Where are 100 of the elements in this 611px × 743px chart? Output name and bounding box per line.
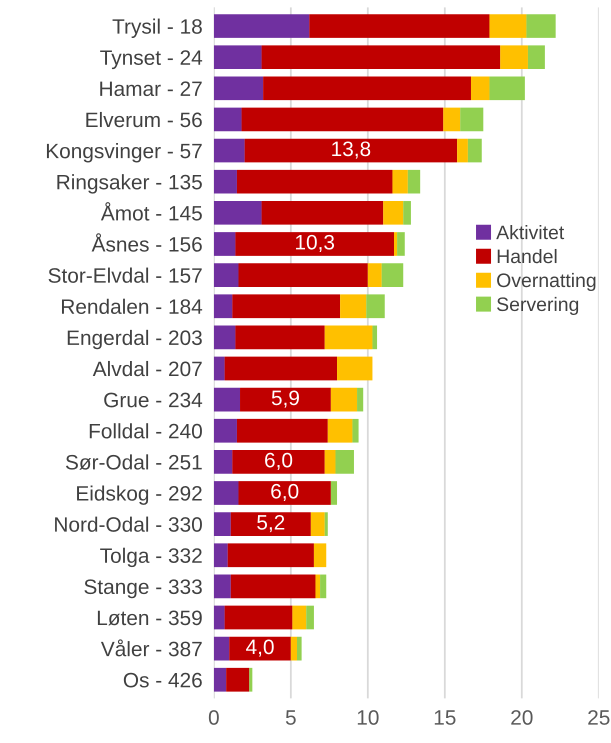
legend-label: Servering [497, 296, 578, 316]
y-tick-label: Tolga - 332 [100, 548, 202, 568]
bar [242, 108, 444, 132]
bar [470, 76, 490, 100]
bar [335, 450, 354, 474]
bar [214, 356, 225, 380]
y-tick-label: Åmot - 145 [100, 202, 202, 221]
bar [263, 76, 471, 100]
data-label: 6,0 [265, 452, 292, 470]
bar [214, 606, 225, 630]
bar [232, 450, 325, 474]
bar [330, 388, 358, 412]
bar [214, 170, 237, 194]
y-tick-label: Grue - 234 [104, 392, 202, 408]
bar [230, 512, 311, 536]
x-tick-label: 0 [208, 710, 219, 725]
y-tick-label: Ringsaker - 135 [57, 174, 202, 194]
bar [214, 418, 237, 443]
bar [235, 326, 325, 350]
y-tick-label: Eidskog - 292 [77, 485, 202, 505]
bar [224, 606, 292, 630]
y-tick-label: Hamar - 27 [100, 81, 202, 96]
y-tick-label: Åsnes - 156 [92, 233, 202, 252]
bar [489, 76, 525, 100]
bar [214, 512, 231, 536]
bar [214, 14, 310, 38]
x-tick-label: 20 [511, 710, 533, 725]
bar [324, 450, 336, 474]
bar [315, 574, 320, 598]
y-tick-label: Alvdal - 207 [92, 360, 202, 376]
bar [232, 294, 340, 318]
bar [306, 606, 314, 630]
y-tick-label: Trysil - 18 [112, 18, 202, 38]
bar [214, 636, 230, 660]
data-label: 10,3 [296, 234, 334, 252]
legend-label: Handel [498, 248, 556, 264]
bar [214, 450, 232, 474]
y-tick-label: Folldal - 240 [90, 423, 202, 438]
bar [230, 574, 316, 598]
y-tick-label: Sør-Odal - 251 [66, 454, 202, 470]
y-tick-label: Tynset - 24 [100, 50, 202, 70]
bar [229, 636, 291, 660]
bar [214, 45, 262, 70]
y-tick-label: Nord-Odal - 330 [55, 516, 202, 532]
bar [214, 232, 236, 256]
data-label: 13,8 [332, 141, 370, 159]
legend-label: Aktivitet [496, 225, 564, 240]
bar [214, 326, 236, 350]
x-tick-label: 15 [434, 710, 456, 725]
bar [214, 481, 238, 505]
bar [238, 481, 331, 505]
bar [236, 170, 392, 194]
bar [324, 512, 328, 536]
data-label: 5,2 [257, 514, 284, 532]
bar [214, 76, 264, 100]
bar [296, 636, 302, 660]
bar [214, 543, 228, 568]
x-tick-label: 25 [588, 710, 610, 725]
bar [214, 668, 226, 692]
bar [292, 606, 306, 630]
bar [528, 45, 545, 70]
bar [310, 512, 325, 536]
bar [226, 668, 250, 692]
y-tick-label: Våler - 387 [100, 639, 202, 656]
bar [249, 668, 252, 692]
bar [500, 45, 528, 70]
bar [238, 263, 368, 287]
bar [337, 356, 372, 380]
y-tick-label: Engerdal - 203 [68, 330, 202, 350]
bar [240, 388, 331, 412]
x-tick-label: 10 [358, 710, 379, 725]
bar [214, 138, 245, 162]
bar [320, 574, 326, 598]
bar [214, 201, 262, 225]
y-tick-label: Kongsvinger - 57 [46, 143, 202, 162]
bar [262, 201, 384, 225]
bar [403, 201, 411, 225]
bar [340, 294, 366, 318]
bar [382, 263, 404, 287]
bar [309, 14, 490, 38]
bar [397, 232, 405, 256]
bar [330, 481, 338, 505]
bar [214, 108, 242, 132]
bar [236, 418, 328, 443]
bar [290, 636, 297, 660]
bar [314, 543, 326, 568]
bar [214, 263, 238, 287]
bar [383, 201, 404, 225]
bar [214, 294, 232, 318]
bar [224, 356, 338, 380]
bar [457, 138, 468, 162]
y-tick-label: Stange - 333 [84, 579, 202, 598]
bar [408, 170, 420, 194]
bar [357, 388, 364, 412]
y-tick-label: Stor-Elvdal - 157 [48, 268, 202, 283]
bar [352, 418, 359, 443]
y-tick-label: Rendalen - 184 [62, 298, 202, 314]
bar [366, 294, 385, 318]
bar [244, 138, 458, 162]
data-label: 6,0 [271, 484, 298, 502]
